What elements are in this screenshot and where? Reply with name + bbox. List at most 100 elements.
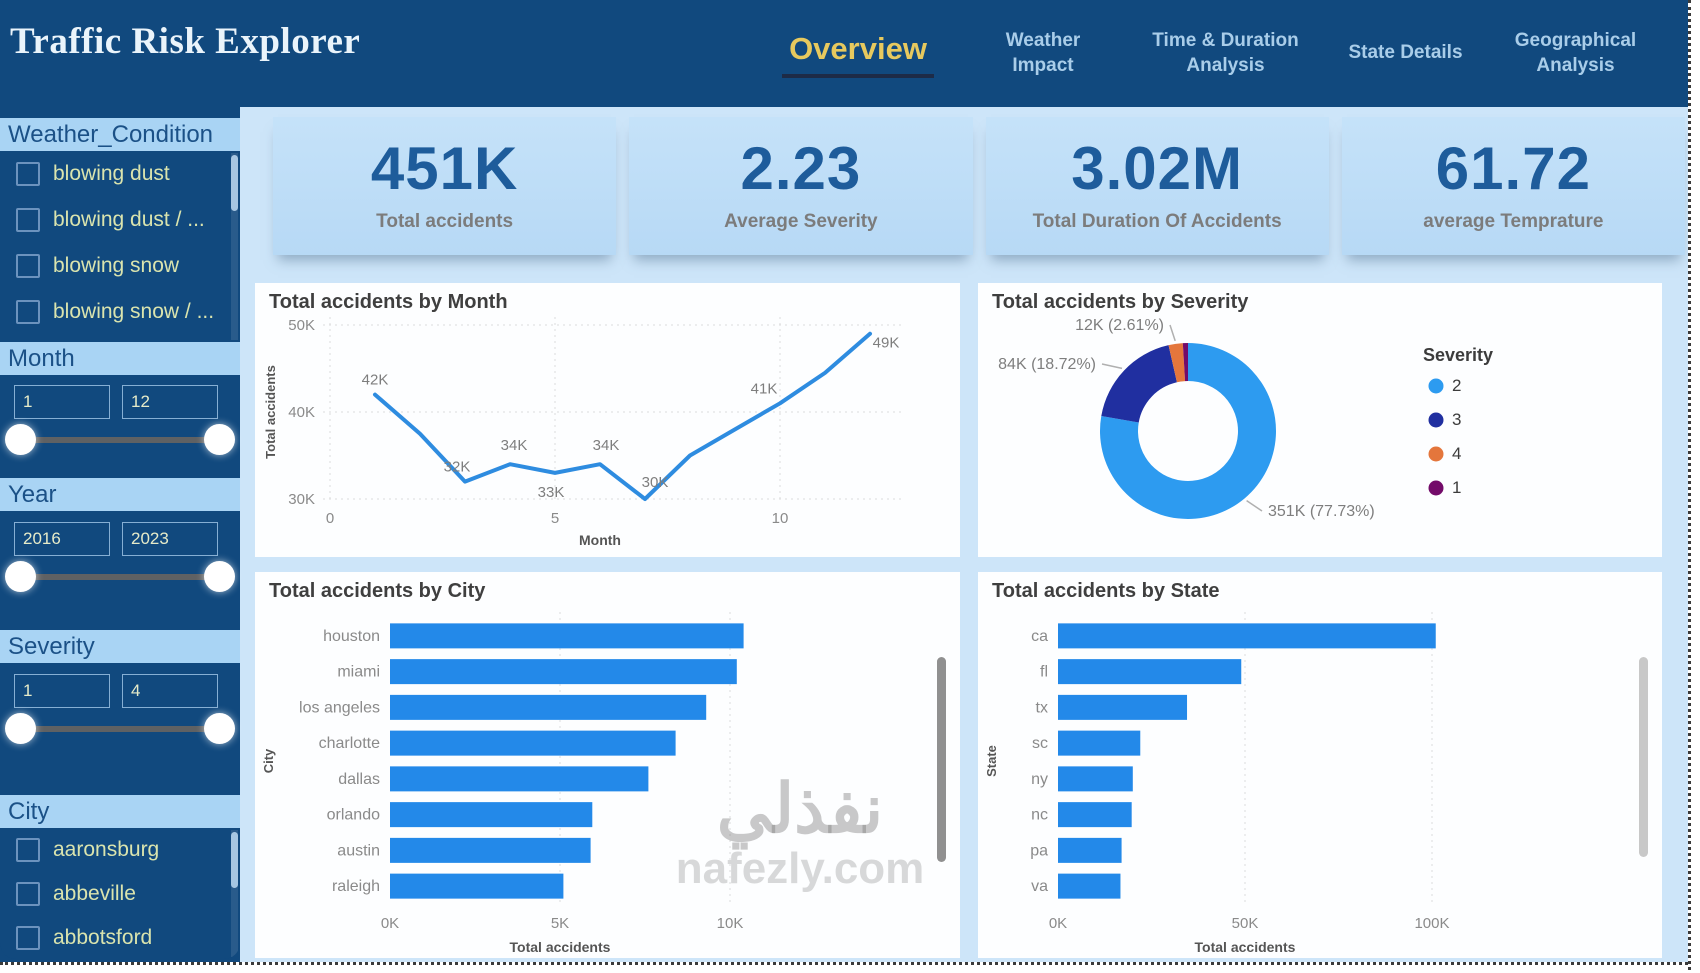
month-max-input[interactable] <box>122 385 218 419</box>
severity-max-input[interactable] <box>122 674 218 708</box>
checkbox[interactable] <box>16 208 40 232</box>
bar-austin <box>390 837 591 863</box>
tab-time-duration-analysis[interactable]: Time & Duration Analysis <box>1143 29 1308 78</box>
svg-text:ny: ny <box>1031 771 1048 788</box>
chart-title: Total accidents by Severity <box>992 291 1249 313</box>
year-min-input[interactable] <box>14 522 110 556</box>
month-range-slider-track[interactable] <box>24 437 216 443</box>
donut-slice-severity-2 <box>1100 343 1276 519</box>
scrollbar-thumb[interactable] <box>231 155 238 211</box>
checkbox[interactable] <box>16 162 40 186</box>
app-title: Traffic Risk Explorer <box>10 21 361 62</box>
svg-text:4: 4 <box>1452 444 1461 463</box>
donut-plot: 351K (77.73%) 84K (18.72%) 12K (2.61%) <box>998 317 1375 520</box>
kpi-label: Total Duration Of Accidents <box>1032 211 1282 232</box>
severity-slider-handle-left[interactable] <box>5 713 36 744</box>
checkbox[interactable] <box>16 300 40 324</box>
bar-sc <box>1058 730 1141 756</box>
scrollbar-thumb[interactable] <box>231 832 238 888</box>
panel-accidents-by-month: Total accidents by Month 30K 40K 50K 0 5 10 Mo… <box>255 283 960 557</box>
checkbox[interactable] <box>16 926 40 950</box>
checkbox[interactable] <box>16 882 40 906</box>
donut-slice-severity-4 <box>1168 343 1186 383</box>
svg-text:30K: 30K <box>642 474 669 491</box>
bar-chart: 0K 50K 100K ca fl tx sc ny nc pa va Total accidents… <box>984 612 1450 955</box>
checkbox[interactable] <box>16 838 40 862</box>
tab-label: State Details <box>1348 42 1463 64</box>
nav-tabs: Overview Weather Impact Time & Duration An… <box>773 0 1648 107</box>
kpi-card-average-severity: 2.23 Average Severity <box>629 117 973 255</box>
bar-nc <box>1058 802 1132 828</box>
severity-min-input[interactable] <box>14 674 110 708</box>
bar-los-angeles <box>390 694 707 720</box>
scrollbar-track[interactable] <box>231 830 238 957</box>
svg-text:10K: 10K <box>717 915 744 932</box>
legend-swatch-severity-1 <box>1428 480 1444 496</box>
svg-text:50K: 50K <box>288 317 315 334</box>
severity-filter <box>0 664 240 767</box>
tab-overview[interactable]: Overview <box>773 29 943 79</box>
svg-text:84K (18.72%): 84K (18.72%) <box>998 356 1096 373</box>
city-option-label: abbeville <box>53 882 136 905</box>
svg-text:49K: 49K <box>873 335 900 352</box>
svg-text:0: 0 <box>326 510 334 527</box>
city-option-label: abbotsford <box>53 926 153 949</box>
year-max-input[interactable] <box>122 522 218 556</box>
scrollbar-track[interactable] <box>231 153 238 340</box>
chart-title: Total accidents by City <box>269 580 486 602</box>
donut-chart: 351K (77.73%) 84K (18.72%) 12K (2.61%) Seve… <box>998 317 1493 520</box>
kpi-row: 451K Total accidents 2.23 Average Severity 3… <box>273 117 1685 255</box>
month-slider-handle-left[interactable] <box>5 424 36 455</box>
panel-accidents-by-city: Total accidents by City 0K 5K 10K houston mi… <box>255 572 960 958</box>
active-tab-underline <box>782 74 934 79</box>
bar-pa <box>1058 837 1122 863</box>
scrollbar[interactable] <box>937 657 946 862</box>
year-range-slider-track[interactable] <box>24 574 216 580</box>
kpi-value: 2.23 <box>740 135 862 202</box>
svg-text:Severity: Severity <box>1423 345 1493 365</box>
tab-geographical-analysis[interactable]: Geographical Analysis <box>1503 29 1648 78</box>
svg-text:50K: 50K <box>1232 915 1259 932</box>
weather-option: blowing dust / ... <box>0 197 240 243</box>
bar-raleigh <box>390 873 564 899</box>
tab-label: Geographical Analysis <box>1514 29 1637 76</box>
svg-text:100K: 100K <box>1414 915 1449 932</box>
kpi-value: 61.72 <box>1435 135 1591 202</box>
year-slider-handle-left[interactable] <box>5 561 36 592</box>
svg-text:pa: pa <box>1030 842 1048 859</box>
tab-weather-impact[interactable]: Weather Impact <box>973 29 1113 78</box>
bar-plot: 0K 50K 100K ca fl tx sc ny nc pa va Total accidents… <box>984 612 1450 955</box>
weather-option: blowing snow / ... <box>0 289 240 335</box>
year-slider-handle-right[interactable] <box>204 561 235 592</box>
tab-state-details[interactable]: State Details <box>1338 41 1473 66</box>
svg-text:fl: fl <box>1040 664 1048 681</box>
tab-label: Time & Duration Analysis <box>1152 29 1299 76</box>
city-filter-header: City <box>0 795 240 828</box>
line-chart-plot: 30K 40K 50K 0 5 10 Month Total accidents 42K 32K 3… <box>263 317 903 548</box>
kpi-value: 3.02M <box>1071 135 1243 202</box>
selection-border-bottom <box>0 962 1688 973</box>
kpi-card-total-accidents: 451K Total accidents <box>273 117 617 255</box>
bar-ca <box>1058 623 1436 649</box>
scrollbar[interactable] <box>1639 657 1648 857</box>
svg-text:sc: sc <box>1032 735 1048 752</box>
svg-text:3: 3 <box>1452 410 1461 429</box>
svg-text:City: City <box>261 748 276 773</box>
tab-label: Overview <box>789 30 927 66</box>
tab-label: Weather Impact <box>1005 29 1081 76</box>
line-series <box>373 331 872 501</box>
severity-range-slider-track[interactable] <box>24 726 216 732</box>
month-slider-handle-right[interactable] <box>204 424 235 455</box>
severity-slider-handle-right[interactable] <box>204 713 235 744</box>
svg-text:33K: 33K <box>538 484 565 501</box>
month-filter-header: Month <box>0 342 240 375</box>
svg-text:1: 1 <box>1452 478 1461 497</box>
filter-sidebar: Weather_Condition blowing dust blowing du… <box>0 107 240 962</box>
checkbox[interactable] <box>16 254 40 278</box>
svg-text:miami: miami <box>337 664 380 681</box>
year-filter <box>0 512 240 615</box>
svg-text:ca: ca <box>1031 628 1048 645</box>
month-min-input[interactable] <box>14 385 110 419</box>
kpi-card-total-duration-of-accidents: 3.02M Total Duration Of Accidents <box>985 117 1329 255</box>
